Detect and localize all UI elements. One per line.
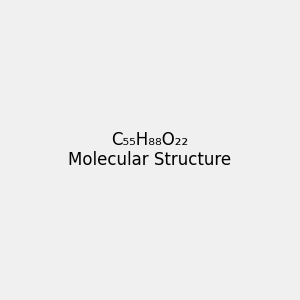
Text: C₅₅H₈₈O₂₂
Molecular Structure: C₅₅H₈₈O₂₂ Molecular Structure xyxy=(68,130,232,170)
